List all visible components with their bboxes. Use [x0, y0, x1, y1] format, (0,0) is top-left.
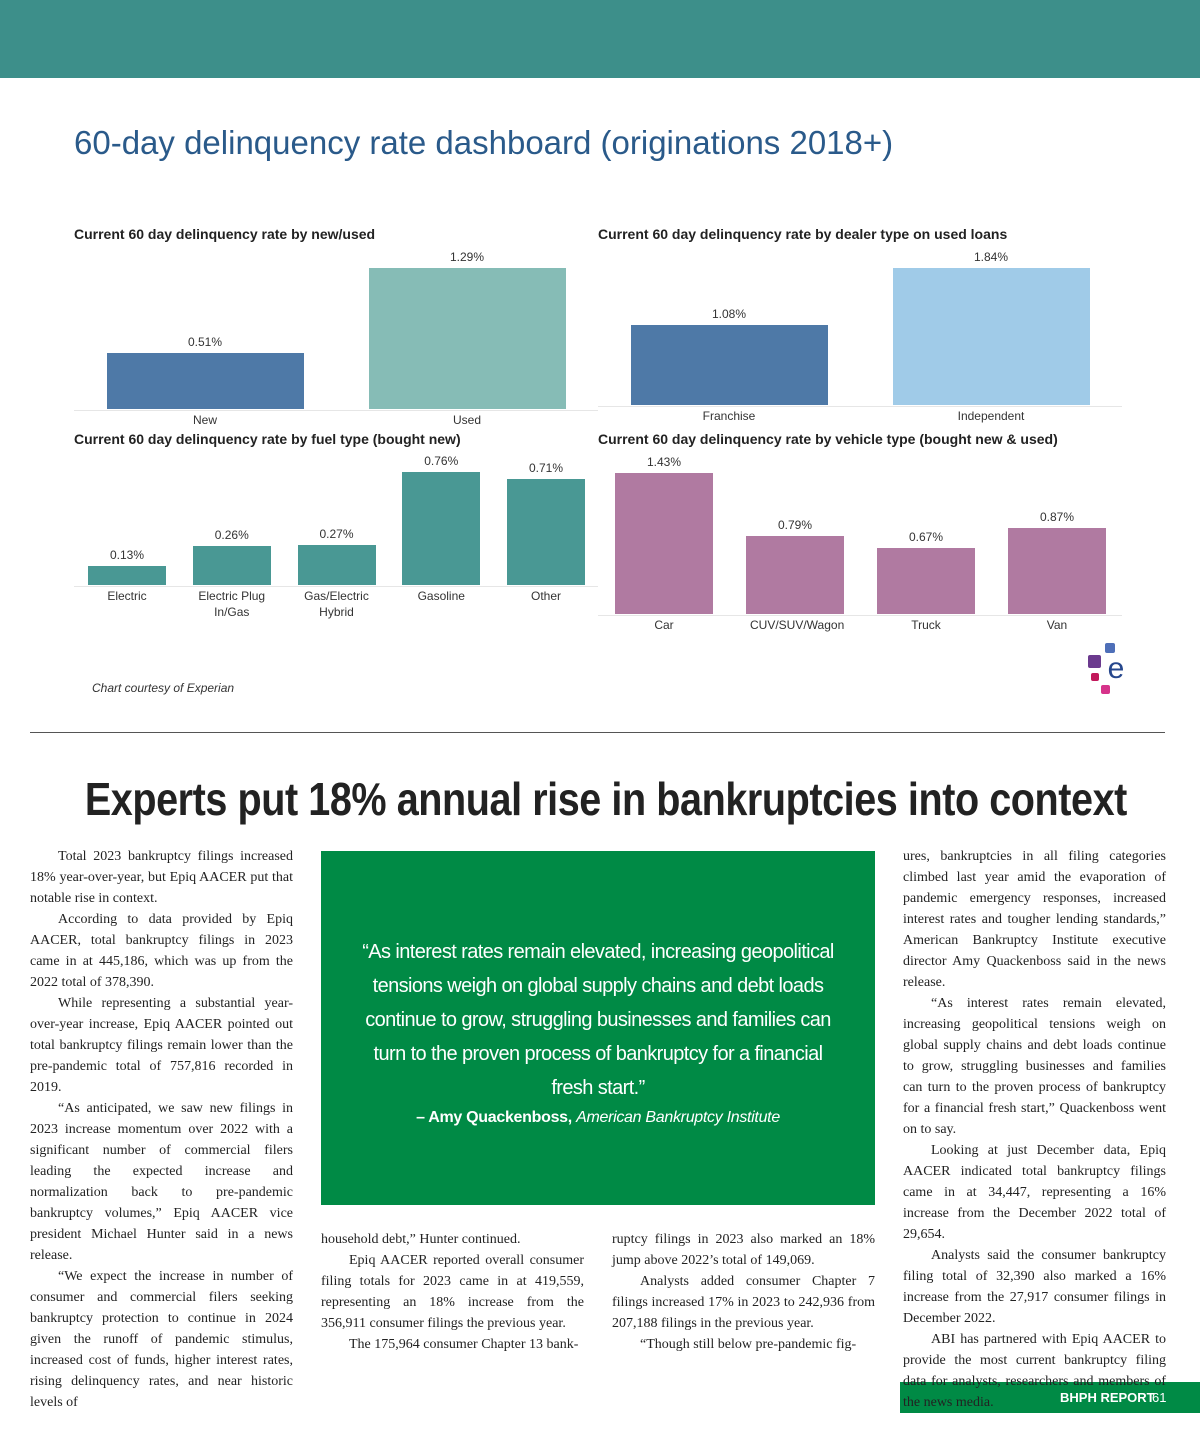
logo-square [1088, 655, 1101, 668]
chart-title: Current 60 day delinquency rate by vehic… [598, 431, 1058, 447]
divider [30, 732, 1165, 733]
publication-name: BHPH REPORT [1060, 1390, 1155, 1405]
paragraph: Looking at just December data, Epiq AACE… [903, 1143, 1166, 1242]
headline: Experts put 18% annual rise in bankruptc… [0, 772, 1200, 826]
pull-quote: “As interest rates remain elevated, incr… [321, 851, 875, 1205]
category-label: Used [452, 413, 481, 427]
value-label: 0.51% [187, 335, 223, 350]
paragraph: ABI has partnered with Epiq AACER to pro… [903, 1332, 1166, 1410]
bar [192, 546, 271, 585]
paragraph: household debt,” Hunter continued. [321, 1232, 521, 1247]
text-column: ruptcy filings in 2023 also marked an 18… [612, 1229, 875, 1355]
category-label: Gasoline [417, 589, 465, 603]
category-label: New [192, 413, 217, 427]
paragraph: “We expect the increase in number of con… [30, 1269, 293, 1410]
category-label: Truck [911, 618, 941, 632]
bar [746, 536, 844, 614]
value-label: 1.84% [973, 250, 1009, 264]
quote-name: – Amy Quackenboss, [416, 1109, 572, 1126]
chart-title: Current 60 day delinquency rate by deale… [598, 226, 1008, 242]
value-label: 0.67% [908, 529, 944, 544]
logo-square [1101, 685, 1110, 694]
paragraph: “Though still below pre-pandemic fig- [640, 1337, 857, 1352]
category-label: Other [530, 589, 561, 603]
bar [402, 472, 481, 585]
value-label: 0.71% [528, 461, 564, 476]
paragraph: ruptcy filings in 2023 also marked an 18… [612, 1232, 875, 1268]
text-column: household debt,” Hunter continued. Epiq A… [321, 1229, 584, 1355]
text-column: Total 2023 bankruptcy filings increased … [30, 846, 293, 1413]
paragraph: “As anticipated, we saw new filings in 2… [30, 1101, 293, 1263]
category-label: Van [1046, 618, 1068, 632]
text-column: ures, bankruptcies in all filing categor… [903, 846, 1166, 1413]
bar [1008, 528, 1106, 614]
footer-bar: BHPH REPORT 61 [900, 1382, 1200, 1413]
category-label: Gas/Electric Hybrid [304, 589, 369, 619]
paragraph: Analysts said the consumer bankruptcy fi… [903, 1248, 1166, 1326]
bar [630, 324, 828, 405]
headline-text: Experts put 18% annual rise in bankruptc… [84, 773, 1128, 825]
paragraph: Epiq AACER reported overall consumer fil… [321, 1253, 584, 1331]
value-label: 1.43% [646, 455, 682, 469]
value-label: 0.87% [1039, 510, 1075, 525]
paragraph: The 175,964 consumer Chapter 13 bank- [349, 1337, 579, 1352]
quote-text: “As interest rates remain elevated, incr… [362, 941, 834, 1099]
value-label: 1.29% [449, 250, 485, 264]
logo-letter: e [1108, 652, 1125, 685]
experian-logo: e [1088, 643, 1125, 694]
chart-title: Current 60 day delinquency rate by fuel … [74, 431, 461, 447]
chart-title: Current 60 day delinquency rate by new/u… [74, 226, 376, 242]
bar [88, 565, 166, 585]
value-label: 0.26% [214, 528, 249, 543]
value-label: 0.13% [109, 547, 145, 562]
quote-attribution: – Amy Quackenboss, American Bankruptcy I… [321, 1109, 875, 1127]
logo-square [1105, 643, 1115, 653]
baseline [74, 586, 598, 587]
paragraph: ures, bankruptcies in all filing categor… [903, 849, 1166, 990]
value-label: 0.27% [319, 526, 354, 541]
paragraph: According to data provided by Epiq AACER… [30, 912, 293, 990]
category-label: Franchise [702, 409, 756, 423]
value-label: 0.79% [777, 518, 813, 533]
baseline [598, 406, 1122, 407]
category-label: Electric Plug In/Gas [198, 589, 266, 619]
bar [507, 479, 585, 585]
baseline [598, 615, 1122, 616]
bar [615, 473, 713, 614]
value-label: 0.76% [424, 454, 459, 468]
dashboard-title: 60-day delinquency rate dashboard (origi… [74, 124, 894, 161]
chart-credit: Chart courtesy of Experian [92, 681, 235, 695]
paragraph: “As interest rates remain elevated, incr… [903, 996, 1166, 1137]
bar [892, 268, 1090, 405]
bar [368, 268, 566, 409]
category-label: Electric [107, 589, 147, 603]
page-number: 61 [1152, 1390, 1167, 1405]
category-label: Car [654, 618, 674, 632]
header-bar [0, 0, 1200, 78]
paragraph: While representing a substantial year-ov… [30, 996, 293, 1095]
logo-square [1091, 673, 1099, 681]
category-label: CUV/SUV/Wagon [750, 618, 845, 632]
value-label: 1.08% [711, 306, 747, 321]
bar [297, 544, 376, 585]
paragraph: Analysts added consumer Chapter 7 filing… [612, 1274, 875, 1331]
paragraph: Total 2023 bankruptcy filings increased … [30, 849, 293, 906]
bar [877, 547, 975, 614]
quote-organization: American Bankruptcy Institute [576, 1109, 780, 1126]
category-label: Independent [957, 409, 1025, 423]
bar [106, 353, 304, 409]
baseline [74, 410, 598, 411]
